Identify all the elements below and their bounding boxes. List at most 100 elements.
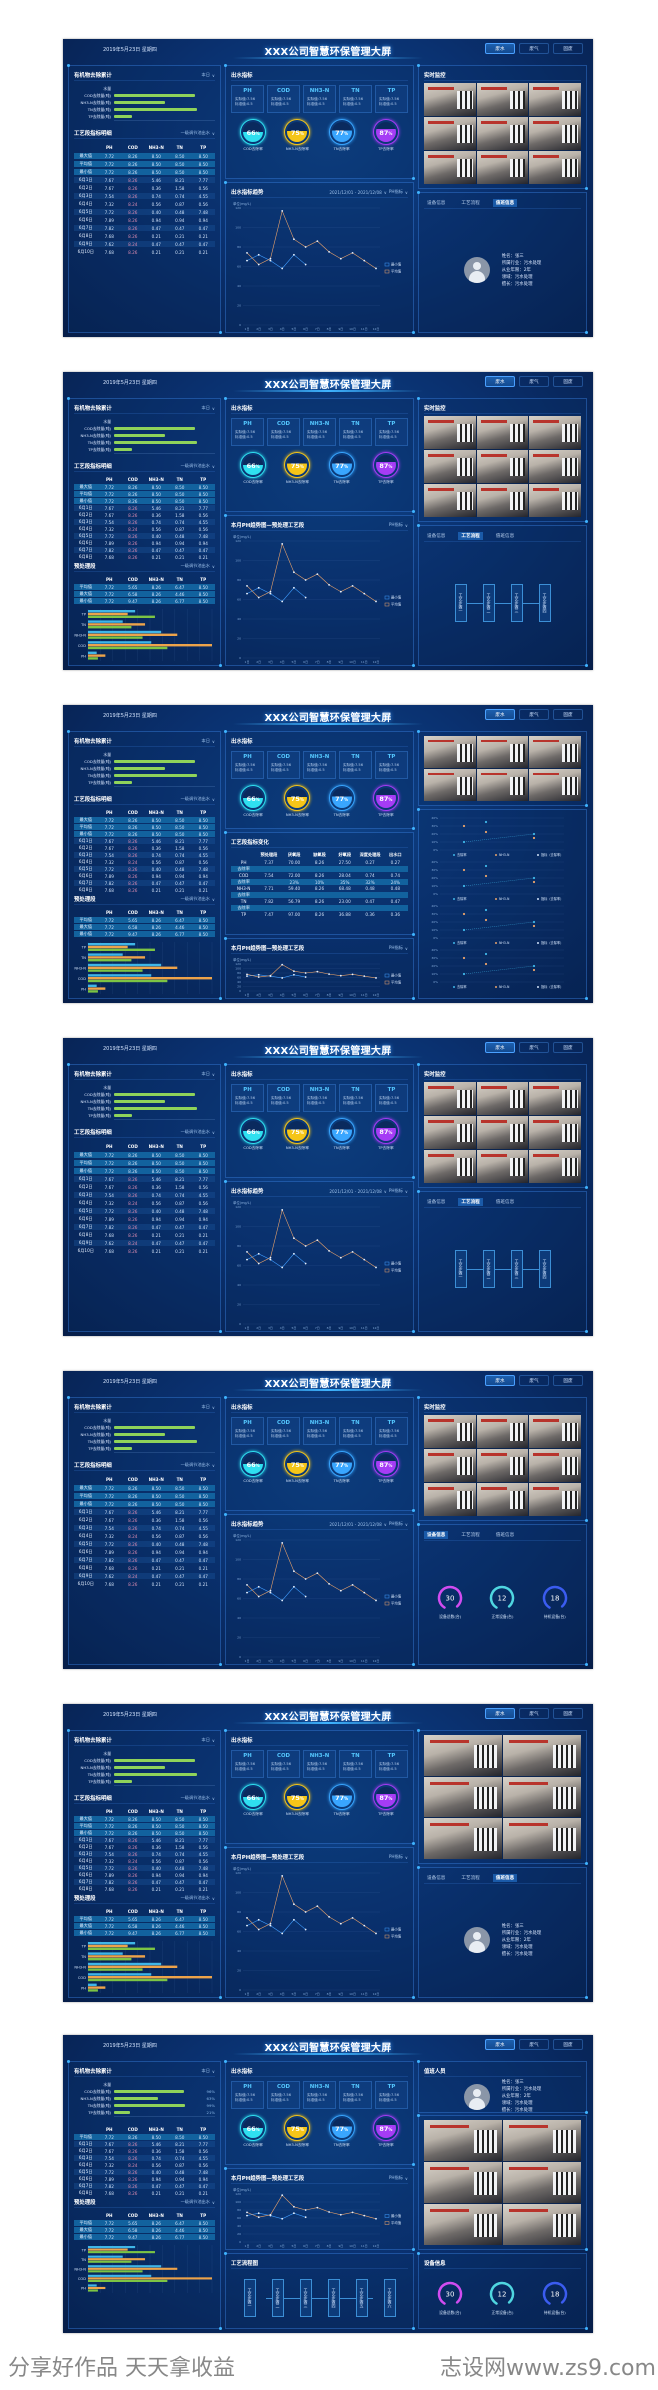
tab-solid-waste[interactable]: 固废 xyxy=(553,709,583,720)
pretreat-table-row[interactable]: 最大值 7.72 6.58 8.26 4.46 8.50 xyxy=(74,1923,215,1929)
detail-table-row[interactable]: 6月5日 7.72 8.26 0.40 0.48 7.48 xyxy=(74,1865,215,1871)
camera-feed[interactable] xyxy=(424,151,476,184)
detail-select[interactable]: 一级调节池出水 ∨ xyxy=(181,796,215,802)
tab-waste-gas[interactable]: 废气 xyxy=(519,1042,549,1053)
detail-table-row[interactable]: 6月4日 7.32 8.24 0.56 0.87 0.56 xyxy=(74,2162,215,2168)
process-step[interactable]: 工艺步骤一 xyxy=(243,2278,256,2317)
detail-table-row[interactable]: 平均值 7.72 8.26 8.50 8.50 8.50 xyxy=(74,2134,215,2140)
camera-feed[interactable] xyxy=(424,1116,476,1149)
indicator-card-nh3-n[interactable]: NH3-N 实际值:7.56 标准值:0.5 xyxy=(303,418,336,446)
detail-table-row[interactable]: 6月7日 7.82 8.26 0.47 0.47 0.47 xyxy=(74,1224,215,1230)
camera-feed[interactable] xyxy=(476,450,529,483)
detail-table-row[interactable]: 最大值 7.72 8.26 8.50 8.50 8.50 xyxy=(74,817,215,823)
indicator-card-tp[interactable]: TP 实际值:7.56 标准值:0.5 xyxy=(375,418,408,446)
camera-feed[interactable] xyxy=(529,416,581,449)
camera-feed[interactable] xyxy=(529,769,581,801)
tab-wastewater[interactable]: 废水 xyxy=(485,709,515,720)
indicator-card-cod[interactable]: COD 实际值:7.56 标准值:0.5 xyxy=(267,85,300,113)
camera-feed[interactable] xyxy=(503,2162,581,2203)
pretreat-table-row[interactable]: 最小值 7.72 9.47 8.26 6.77 8.50 xyxy=(74,1930,215,1936)
tab-wastewater[interactable]: 废水 xyxy=(485,376,515,387)
detail-table-row[interactable]: 6月2日 7.67 8.26 0.36 1.58 0.56 xyxy=(74,1844,215,1850)
detail-table-row[interactable]: 6月3日 7.54 8.26 0.74 0.74 4.55 xyxy=(74,193,215,199)
camera-feed[interactable] xyxy=(424,83,476,116)
detail-table-row[interactable]: 最小值 7.72 8.26 8.50 8.50 8.50 xyxy=(74,169,215,175)
detail-table-row[interactable]: 6月4日 7.32 8.24 0.56 0.87 0.56 xyxy=(74,1200,215,1206)
camera-feed[interactable] xyxy=(529,1415,581,1448)
change-table-row[interactable]: TP 7.47 97.00 8.26 36.88 0.36 0.36 xyxy=(231,912,408,917)
indicator-card-cod[interactable]: COD 实际值:7.56 标准值:0.5 xyxy=(267,1084,300,1112)
detail-table-row[interactable]: 6月7日 7.82 8.26 0.47 0.47 0.47 xyxy=(74,2183,215,2189)
tab-waste-gas[interactable]: 废气 xyxy=(519,709,549,720)
indicator-card-ph[interactable]: PH 实际值:7.56 标准值:0.5 xyxy=(231,1084,264,1112)
indicator-card-nh3-n[interactable]: NH3-N 实际值:7.56 标准值:0.5 xyxy=(303,1417,336,1445)
removal-select[interactable]: 本日 ∨ xyxy=(202,738,215,744)
tab-device-info[interactable]: 设备信息 xyxy=(427,1875,446,1881)
camera-feed[interactable] xyxy=(503,1818,581,1859)
detail-select[interactable]: 一级调节池出水 ∨ xyxy=(181,130,215,136)
detail-table-row[interactable]: 6月3日 7.54 8.26 0.74 0.74 4.55 xyxy=(74,519,215,525)
pretreat-select[interactable]: 一级调节池出水 ∨ xyxy=(181,1895,215,1901)
date-range-select[interactable]: 2021/12/01 - 2021/12/08 ∨ xyxy=(329,1189,387,1194)
tab-process-flow[interactable]: 工艺流程 xyxy=(458,1197,483,1206)
camera-feed[interactable] xyxy=(424,1082,476,1115)
indicator-card-tn[interactable]: TN 实际值:7.56 标准值:0.5 xyxy=(339,1750,372,1778)
detail-table-row[interactable]: 6月10日 7.68 8.26 0.21 0.21 0.21 xyxy=(74,1581,215,1587)
tab-wastewater[interactable]: 废水 xyxy=(485,2039,515,2050)
pretreat-select[interactable]: 一级调节池出水 ∨ xyxy=(181,2199,215,2205)
detail-table-row[interactable]: 6月5日 7.72 8.26 0.40 0.48 7.48 xyxy=(74,209,215,215)
detail-table-row[interactable]: 6月4日 7.32 8.24 0.56 0.87 0.56 xyxy=(74,201,215,207)
detail-table-row[interactable]: 6月5日 7.72 8.26 0.40 0.48 7.48 xyxy=(74,1208,215,1214)
detail-table-row[interactable]: 6月8日 7.68 8.26 0.21 0.21 0.21 xyxy=(74,554,215,560)
indicator-card-cod[interactable]: COD 实际值:7.56 标准值:0.5 xyxy=(267,418,300,446)
detail-table-row[interactable]: 6月2日 7.67 8.26 0.36 1.58 0.56 xyxy=(74,1517,215,1523)
change-table-row[interactable]: COD 7.54 72.00 8.26 28.04 0.74 0.74 xyxy=(231,873,408,878)
detail-table-row[interactable]: 6月9日 7.62 8.24 0.47 0.47 0.47 xyxy=(74,241,215,247)
camera-feed[interactable] xyxy=(476,151,529,184)
detail-table-row[interactable]: 6月2日 7.67 8.26 0.36 1.58 0.56 xyxy=(74,845,215,851)
detail-select[interactable]: 一级调节池出水 ∨ xyxy=(181,1795,215,1801)
detail-table-row[interactable]: 最大值 7.72 8.26 8.50 8.50 8.50 xyxy=(74,1485,215,1491)
detail-table-row[interactable]: 6月9日 7.62 8.24 0.47 0.47 0.47 xyxy=(74,1240,215,1246)
camera-feed[interactable] xyxy=(503,1776,581,1818)
camera-feed[interactable] xyxy=(424,2120,502,2161)
detail-table-row[interactable]: 6月4日 7.32 8.24 0.56 0.87 0.56 xyxy=(74,526,215,532)
change-table-row[interactable]: 去除率 xyxy=(231,892,408,898)
tab-waste-gas[interactable]: 废气 xyxy=(519,43,549,54)
detail-table-row[interactable]: 最小值 7.72 8.26 8.50 8.50 8.50 xyxy=(74,498,215,504)
tab-duty-info[interactable]: 值班信息 xyxy=(495,533,515,539)
indicator-card-tp[interactable]: TP 实际值:7.56 标准值:0.5 xyxy=(375,1084,408,1112)
camera-feed[interactable] xyxy=(424,1150,476,1183)
camera-feed[interactable] xyxy=(424,1449,476,1482)
detail-table-row[interactable]: 6月7日 7.82 8.26 0.47 0.47 0.47 xyxy=(74,880,215,886)
pretreat-table-row[interactable]: 平均值 7.72 5.65 8.26 6.47 8.50 xyxy=(74,1916,215,1922)
camera-feed[interactable] xyxy=(424,484,476,517)
detail-table-row[interactable]: 6月8日 7.68 8.26 0.21 0.21 0.21 xyxy=(74,887,215,893)
detail-table-row[interactable]: 6月1日 7.67 8.26 5.46 8.21 7.77 xyxy=(74,2141,215,2147)
detail-select[interactable]: 一级调节池出水 ∨ xyxy=(181,463,215,469)
detail-table-row[interactable]: 6月2日 7.67 8.26 0.36 1.58 0.56 xyxy=(74,1184,215,1190)
detail-table-row[interactable]: 最大值 7.72 8.26 8.50 8.50 8.50 xyxy=(74,1816,215,1822)
indicator-card-tn[interactable]: TN 实际值:7.56 标准值:0.5 xyxy=(339,751,372,779)
detail-table-row[interactable]: 6月2日 7.67 8.26 0.36 1.58 0.56 xyxy=(74,512,215,518)
camera-feed[interactable] xyxy=(424,2162,502,2203)
detail-table-row[interactable]: 6月1日 7.67 8.26 5.46 8.21 7.77 xyxy=(74,838,215,844)
detail-table-row[interactable]: 6月6日 7.89 8.26 0.94 0.94 0.94 xyxy=(74,1216,215,1222)
detail-table-row[interactable]: 最小值 7.72 8.26 8.50 8.50 8.50 xyxy=(74,1830,215,1836)
camera-feed[interactable] xyxy=(476,1082,529,1115)
detail-table-row[interactable]: 6月3日 7.54 8.26 0.74 0.74 4.55 xyxy=(74,852,215,858)
indicator-card-tn[interactable]: TN 实际值:7.56 标准值:0.5 xyxy=(339,1084,372,1112)
detail-table-row[interactable]: 6月5日 7.72 8.26 0.40 0.48 7.48 xyxy=(74,866,215,872)
camera-feed[interactable] xyxy=(476,1449,529,1482)
indicator-card-cod[interactable]: COD 实际值:7.56 标准值:0.5 xyxy=(267,751,300,779)
detail-table-row[interactable]: 6月8日 7.68 8.26 0.21 0.21 0.21 xyxy=(74,1886,215,1892)
detail-table-row[interactable]: 平均值 7.72 8.26 8.50 8.50 8.50 xyxy=(74,491,215,497)
detail-select[interactable]: 一级调节池出水 ∨ xyxy=(181,1129,215,1135)
detail-table-row[interactable]: 6月7日 7.82 8.26 0.47 0.47 0.47 xyxy=(74,1879,215,1885)
camera-feed[interactable] xyxy=(529,83,581,116)
camera-feed[interactable] xyxy=(424,769,476,801)
detail-table-row[interactable]: 6月7日 7.82 8.26 0.47 0.47 0.47 xyxy=(74,547,215,553)
camera-feed[interactable] xyxy=(424,117,476,150)
indicator-card-tn[interactable]: TN 实际值:7.56 标准值:0.5 xyxy=(339,2081,372,2109)
tab-device-info[interactable]: 设备信息 xyxy=(427,533,446,539)
